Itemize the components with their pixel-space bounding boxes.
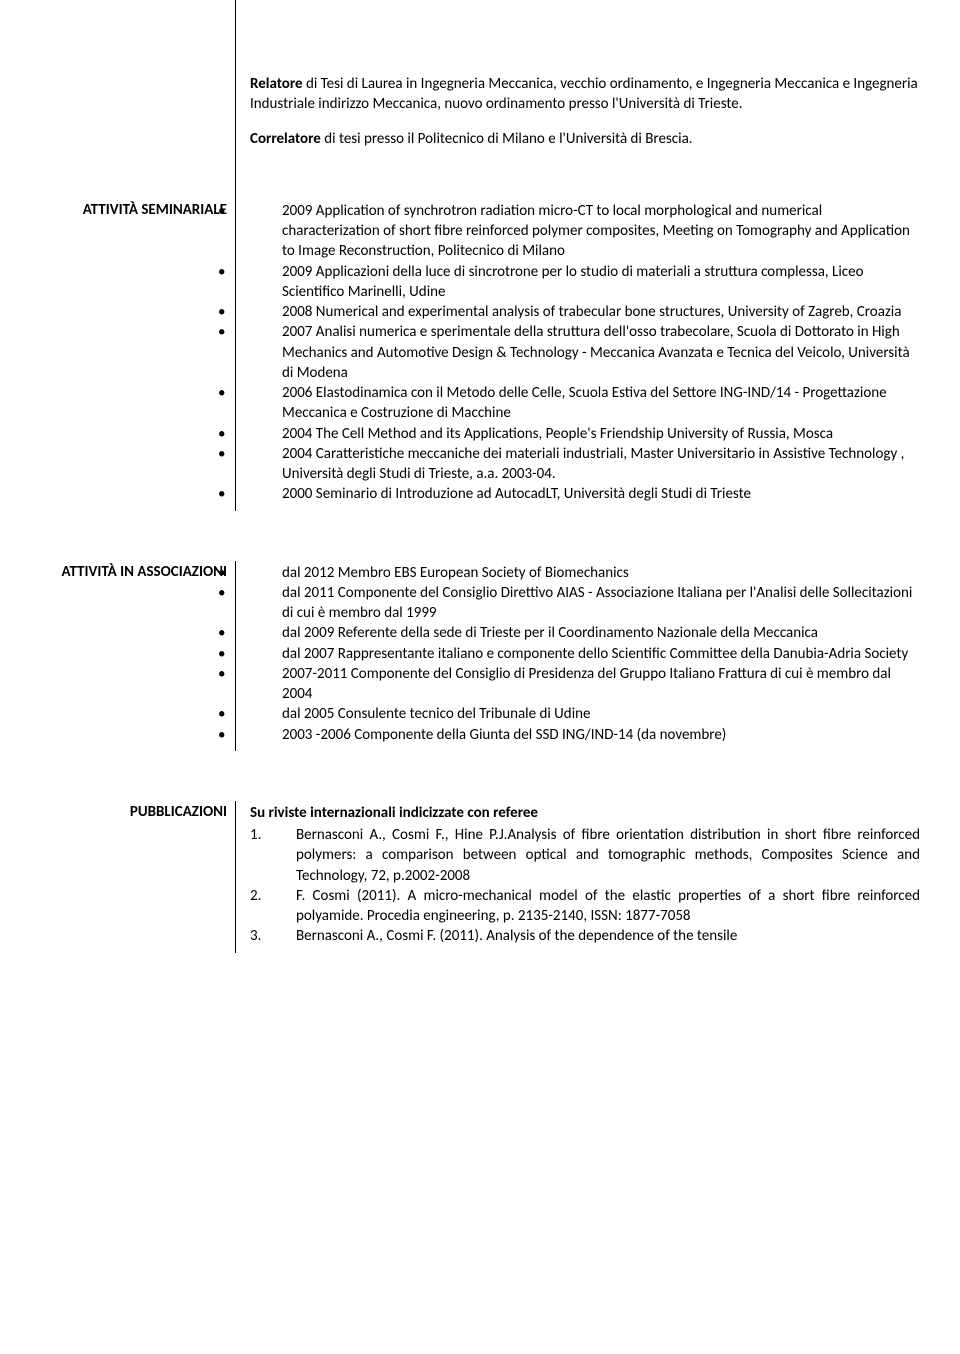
assoc-list: •dal 2012 Membro EBS European Society of… — [250, 563, 920, 745]
seminar-item-text: 2004 The Cell Method and its Application… — [282, 425, 833, 443]
intro-p1-lead: Relatore — [250, 75, 303, 93]
assoc-item-text: 2003 -2006 Componente della Giunta del S… — [282, 726, 726, 744]
list-item: •2007 Analisi numerica e sperimentale de… — [250, 322, 920, 383]
list-item: •dal 2011 Componente del Consiglio Diret… — [250, 583, 920, 624]
assoc-item-text: dal 2011 Componente del Consiglio Dirett… — [282, 584, 912, 622]
pub-item: 1. Bernasconi A., Cosmi F., Hine P.J.Ana… — [250, 825, 920, 886]
pub-label: PUBBLICAZIONI — [0, 801, 236, 953]
pub-content: Su riviste internazionali indicizzate co… — [236, 801, 960, 953]
assoc-label: ATTIVITÀ IN ASSOCIAZIONI — [0, 561, 236, 751]
list-item: •2006 Elastodinamica con il Metodo delle… — [250, 383, 920, 424]
list-item: •2009 Applicazioni della luce di sincrot… — [250, 262, 920, 303]
list-item: •2000 Seminario di Introduzione ad Autoc… — [250, 484, 920, 504]
list-item: •2003 -2006 Componente della Giunta del … — [250, 725, 920, 745]
assoc-item-text: dal 2007 Rappresentante italiano e compo… — [282, 645, 908, 663]
pub-item-num: 1. — [250, 825, 296, 886]
seminar-item-text: 2000 Seminario di Introduzione ad Autoca… — [282, 485, 751, 503]
list-item: •dal 2009 Referente della sede di Triest… — [250, 623, 920, 643]
intro-p1-rest: di Tesi di Laurea in Ingegneria Meccanic… — [250, 75, 918, 113]
list-item: •2009 Application of synchrotron radiati… — [250, 201, 920, 262]
intro-p2: Correlatore di tesi presso il Politecnic… — [250, 129, 920, 149]
intro-p2-lead: Correlatore — [250, 130, 321, 148]
seminar-content: •2009 Application of synchrotron radiati… — [236, 199, 960, 511]
assoc-item-text: dal 2005 Consulente tecnico del Tribunal… — [282, 705, 590, 723]
assoc-item-text: 2007-2011 Componente del Consiglio di Pr… — [282, 665, 891, 703]
seminar-item-text: 2006 Elastodinamica con il Metodo delle … — [282, 384, 887, 422]
pub-item-num: 2. — [250, 886, 296, 927]
seminar-row: ATTIVITÀ SEMINARIALE •2009 Application o… — [0, 199, 960, 511]
list-item: •2004 The Cell Method and its Applicatio… — [250, 424, 920, 444]
intro-p1: Relatore di Tesi di Laurea in Ingegneria… — [250, 74, 920, 115]
intro-label-empty — [0, 0, 236, 155]
intro-p2-rest: di tesi presso il Politecnico di Milano … — [321, 130, 693, 148]
seminar-item-text: 2004 Caratteristiche meccaniche dei mate… — [282, 445, 904, 483]
assoc-item-text: dal 2012 Membro EBS European Society of … — [282, 564, 629, 582]
gap-after-assoc — [0, 751, 960, 801]
assoc-item-text: dal 2009 Referente della sede di Trieste… — [282, 624, 818, 642]
list-item: •2007-2011 Componente del Consiglio di P… — [250, 664, 920, 705]
pub-item-text: F. Cosmi (2011). A micro-mechanical mode… — [296, 886, 920, 927]
assoc-content: •dal 2012 Membro EBS European Society of… — [236, 561, 960, 751]
assoc-row: ATTIVITÀ IN ASSOCIAZIONI •dal 2012 Membr… — [0, 561, 960, 751]
seminar-item-text: 2008 Numerical and experimental analysis… — [282, 303, 901, 321]
list-item: •dal 2012 Membro EBS European Society of… — [250, 563, 920, 583]
seminar-item-text: 2009 Applicazioni della luce di sincrotr… — [282, 263, 864, 301]
list-item: •dal 2005 Consulente tecnico del Tribuna… — [250, 704, 920, 724]
seminar-item-text: 2009 Application of synchrotron radiatio… — [282, 202, 910, 261]
seminar-list: •2009 Application of synchrotron radiati… — [250, 201, 920, 505]
pub-item-text: Bernasconi A., Cosmi F. (2011). Analysis… — [296, 926, 920, 946]
list-item: •dal 2007 Rappresentante italiano e comp… — [250, 644, 920, 664]
pub-item-text: Bernasconi A., Cosmi F., Hine P.J.Analys… — [296, 825, 920, 886]
pub-list: 1. Bernasconi A., Cosmi F., Hine P.J.Ana… — [250, 825, 920, 947]
gap-after-seminar — [0, 511, 960, 561]
list-item: •2004 Caratteristiche meccaniche dei mat… — [250, 444, 920, 485]
spacer-1-l — [0, 155, 236, 199]
intro-row: Relatore di Tesi di Laurea in Ingegneria… — [0, 0, 960, 155]
pub-item-num: 3. — [250, 926, 296, 946]
spacer-1 — [0, 155, 960, 199]
cv-page: Relatore di Tesi di Laurea in Ingegneria… — [0, 0, 960, 953]
list-item: •2008 Numerical and experimental analysi… — [250, 302, 920, 322]
pub-heading: Su riviste internazionali indicizzate co… — [250, 803, 920, 823]
seminar-label: ATTIVITÀ SEMINARIALE — [0, 199, 236, 511]
spacer-1-c — [236, 155, 960, 199]
intro-content: Relatore di Tesi di Laurea in Ingegneria… — [236, 0, 960, 155]
seminar-item-text: 2007 Analisi numerica e sperimentale del… — [282, 323, 910, 382]
pub-item: 2. F. Cosmi (2011). A micro-mechanical m… — [250, 886, 920, 927]
pub-item: 3. Bernasconi A., Cosmi F. (2011). Analy… — [250, 926, 920, 946]
pub-row: PUBBLICAZIONI Su riviste internazionali … — [0, 801, 960, 953]
